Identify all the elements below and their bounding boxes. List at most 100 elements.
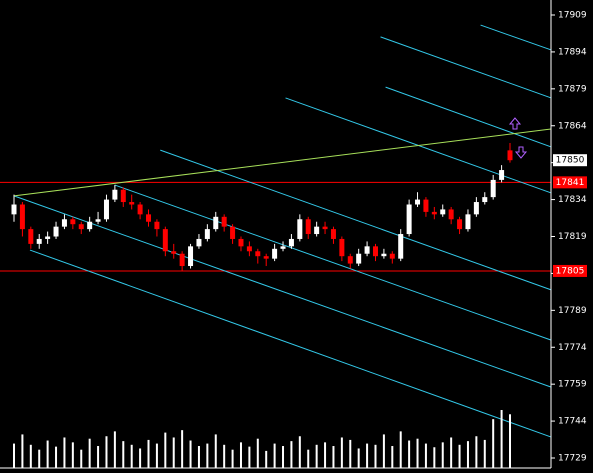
candle-body xyxy=(129,202,135,205)
candle-body xyxy=(204,229,210,239)
channel-line xyxy=(160,149,551,291)
volume-bar xyxy=(315,444,318,468)
volume-bar xyxy=(265,450,268,468)
volume-bar xyxy=(282,446,285,468)
candle-body xyxy=(473,202,479,215)
volume-bar xyxy=(298,436,301,468)
volume-bar xyxy=(466,441,469,468)
candle-body xyxy=(36,238,42,244)
volume-bar xyxy=(113,431,116,468)
volume-bar xyxy=(172,437,175,468)
candle-body xyxy=(112,189,118,200)
volume-bar xyxy=(97,446,100,468)
volume-bar xyxy=(349,439,352,468)
candle-body xyxy=(347,256,353,264)
volume-bar xyxy=(248,446,251,468)
y-tick-label: 17774 xyxy=(558,343,587,353)
candle-body xyxy=(246,246,252,252)
volume-bar xyxy=(71,442,74,468)
candle-body xyxy=(406,204,412,235)
candle-body xyxy=(465,214,471,230)
candle-body xyxy=(53,226,59,237)
volume-bar xyxy=(492,419,495,468)
candle-body xyxy=(171,251,177,254)
volume-bar xyxy=(408,440,411,468)
candle-layer xyxy=(11,142,513,271)
volume-bar xyxy=(340,437,343,468)
volume-bar xyxy=(63,437,66,468)
volume-bar xyxy=(29,444,32,468)
volume-bar xyxy=(21,434,24,468)
candle-body xyxy=(154,221,160,230)
candle-body xyxy=(322,226,328,230)
price-tag-label: 17841 xyxy=(556,178,585,188)
candle-body xyxy=(263,256,269,259)
y-tick-label: 17834 xyxy=(558,195,587,205)
volume-bar xyxy=(382,434,385,468)
volume-bar xyxy=(332,446,335,468)
candle-body xyxy=(188,246,194,267)
candle-body xyxy=(61,219,67,227)
candle-body xyxy=(499,170,505,180)
channel-line xyxy=(29,249,551,438)
volume-bar xyxy=(122,441,125,468)
volume-bar xyxy=(105,436,108,468)
candle-body xyxy=(330,229,336,239)
candle-body xyxy=(288,238,294,247)
candle-body xyxy=(448,209,454,220)
volume-bar xyxy=(130,444,133,468)
y-tick-label: 17894 xyxy=(558,47,587,57)
candle-body xyxy=(230,226,236,239)
channel-line xyxy=(480,24,551,51)
volume-bar xyxy=(500,410,503,468)
candle-body xyxy=(87,221,93,230)
candle-body xyxy=(162,229,168,252)
candle-body xyxy=(179,253,185,267)
y-tick-label: 17864 xyxy=(558,121,587,131)
volume-bar xyxy=(290,441,293,468)
y-tick-label: 17729 xyxy=(558,454,587,464)
candle-body xyxy=(507,150,513,161)
volume-bar xyxy=(450,437,453,468)
channel-line xyxy=(380,36,551,99)
candle-body xyxy=(221,216,227,227)
volume-layer xyxy=(13,410,511,468)
candle-body xyxy=(490,179,496,198)
y-tick-label: 17909 xyxy=(558,11,587,21)
volume-bar xyxy=(399,431,402,468)
candle-body xyxy=(440,209,446,215)
candle-body xyxy=(398,234,404,259)
volume-bar xyxy=(416,438,419,468)
volume-bar xyxy=(433,447,436,468)
candle-body xyxy=(372,246,378,257)
axis-layer: 1790917894178791786417849178341781917804… xyxy=(551,11,587,464)
candle-body xyxy=(339,238,345,257)
volume-bar xyxy=(46,440,49,468)
volume-bar xyxy=(509,414,511,468)
candle-body xyxy=(78,224,84,230)
volume-bar xyxy=(324,442,327,468)
candle-body xyxy=(255,251,261,257)
candle-body xyxy=(314,226,320,235)
trend-line xyxy=(13,128,551,197)
price-tag xyxy=(553,176,587,189)
candle-body xyxy=(457,219,463,230)
volume-bar xyxy=(231,449,234,468)
volume-bar xyxy=(147,439,150,468)
volume-bar xyxy=(458,444,461,468)
candle-body xyxy=(196,238,202,247)
candle-body xyxy=(238,238,244,247)
candle-body xyxy=(120,189,126,203)
candle-body xyxy=(19,204,25,230)
price-tag xyxy=(553,264,587,277)
volume-bar xyxy=(139,448,142,468)
volume-bar xyxy=(441,442,444,468)
up-arrow-icon xyxy=(508,117,522,130)
candle-body xyxy=(381,253,387,257)
candle-body xyxy=(137,204,143,215)
volume-bar xyxy=(38,449,41,468)
volume-bar xyxy=(424,443,427,468)
volume-bar xyxy=(55,446,58,468)
candle-body xyxy=(28,229,34,244)
